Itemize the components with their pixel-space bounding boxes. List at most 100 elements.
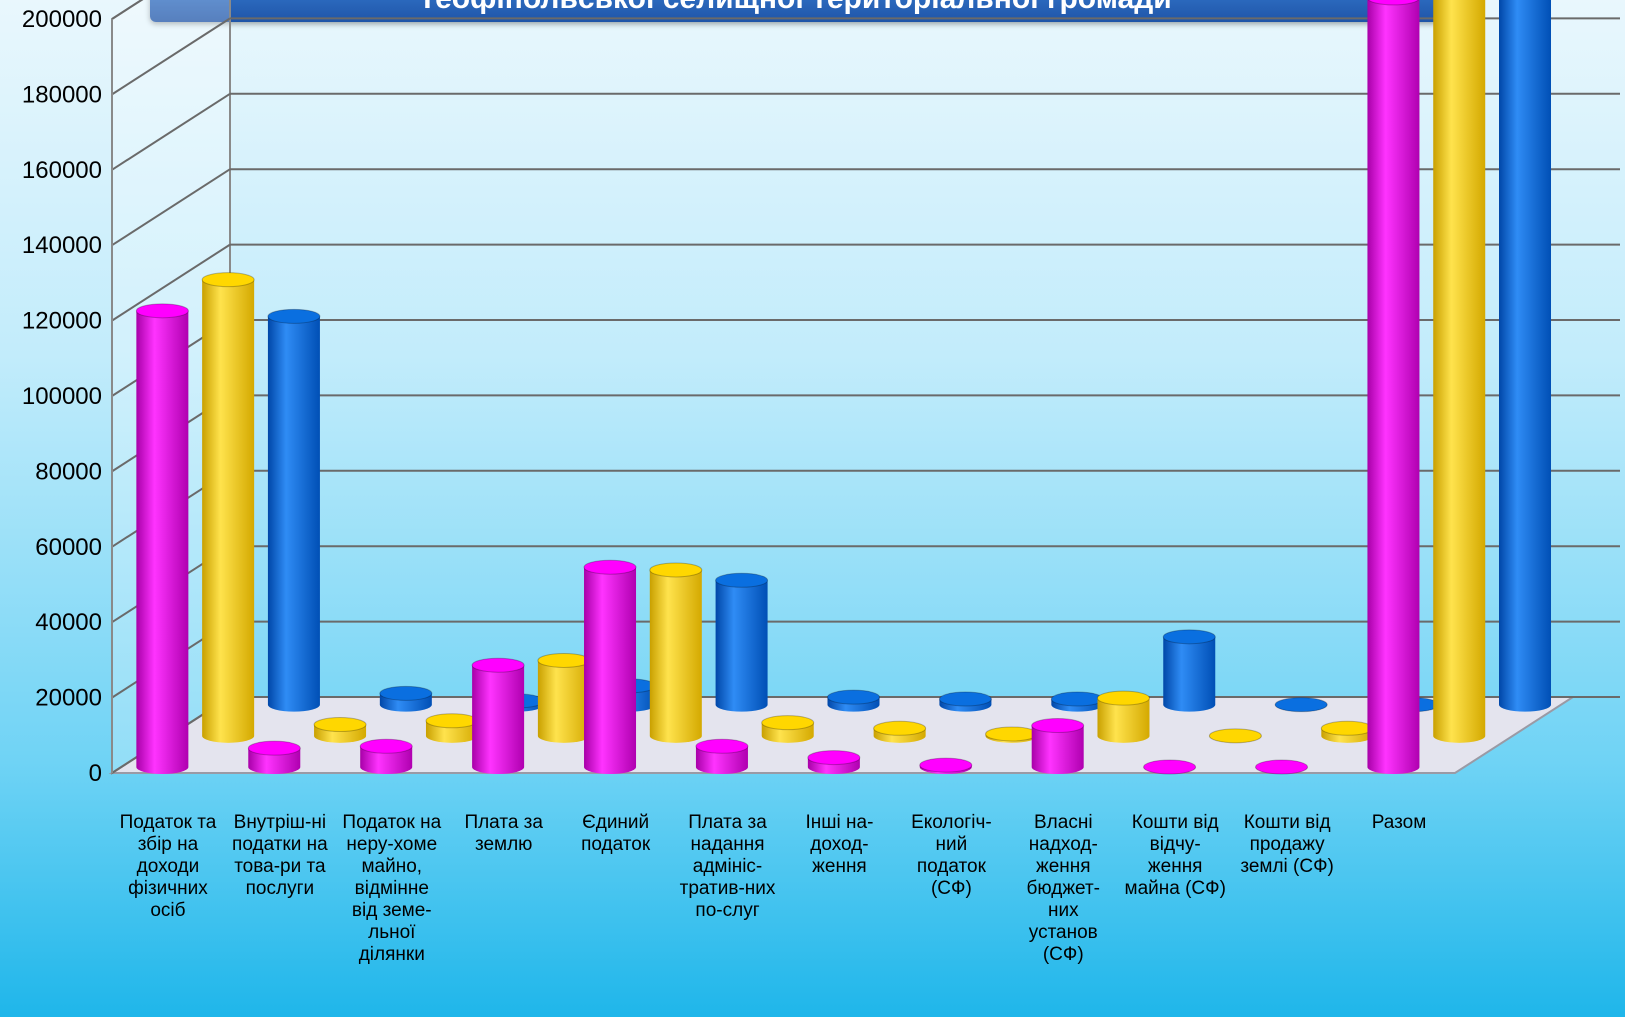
bar-body [1433, 0, 1486, 743]
bar [1499, 0, 1552, 712]
bar [313, 717, 367, 743]
gridline-diagonal [111, 243, 231, 322]
y-tick-label: 40000 [35, 609, 102, 636]
bar-body [715, 580, 768, 712]
bar [695, 738, 749, 775]
bar-cap [695, 738, 749, 754]
bar-cap [985, 726, 1039, 742]
x-tick-label: Податок та збір на доходи фізичних осіб [119, 812, 217, 921]
y-tick-label: 180000 [22, 81, 102, 108]
bar-body [267, 316, 320, 712]
bar [827, 689, 881, 712]
bar-body [1367, 0, 1420, 774]
gridline-diagonal [111, 168, 231, 247]
bar [1255, 759, 1309, 775]
y-tick-label: 200000 [22, 6, 102, 33]
bar [471, 657, 525, 775]
bar [919, 757, 973, 775]
title-band: Теофіпольської селищної територіальної г… [150, 0, 1440, 22]
bar-cap [873, 720, 927, 736]
bar-cap [135, 303, 189, 319]
gridline-diagonal [111, 92, 231, 171]
bars [135, 0, 1552, 775]
bar-body [537, 660, 590, 743]
bar [938, 691, 992, 712]
x-tick-label: Інші на-доход-ження [805, 812, 874, 877]
y-tick-label: 60000 [35, 534, 102, 561]
x-tick-label: Єдиний податок [581, 812, 651, 855]
bar-body [248, 748, 301, 774]
x-tick-label: Кошти від відчу-ження майна (СФ) [1124, 812, 1226, 899]
x-tick-label: Плата за надання адмініс-тратив-них по-с… [679, 812, 776, 921]
bar-cap [761, 715, 815, 731]
y-tick-label: 80000 [35, 458, 102, 485]
bar-cap [1050, 691, 1104, 707]
bar [807, 750, 861, 775]
bar [1162, 629, 1216, 712]
bar-cap [471, 657, 525, 673]
bar [761, 715, 815, 743]
gridline-diagonal [111, 0, 144, 20]
bar-cap [715, 572, 769, 588]
bar-cap [1274, 697, 1328, 713]
y-tick-label: 0 [89, 760, 102, 787]
bar-body [202, 279, 255, 743]
bar [649, 562, 703, 743]
bar [379, 685, 433, 712]
bar-body [584, 567, 637, 775]
y-tick-label: 20000 [35, 685, 102, 712]
bar-cap [807, 750, 861, 766]
bar [1096, 690, 1150, 743]
bar [583, 559, 637, 775]
bar [267, 308, 321, 712]
y-tick-label: 120000 [22, 308, 102, 335]
bar-cap [359, 738, 413, 754]
bar-body [695, 746, 748, 775]
bar-body [1163, 636, 1216, 712]
y-axis-ticks: 0 20000 40000 60000 80000 100000 120000 140000 1… [22, 6, 102, 787]
bar-cap [379, 685, 433, 701]
y-tick-label: 100000 [22, 383, 102, 410]
bar [247, 740, 301, 774]
bar-body [136, 310, 189, 775]
bar-body [1031, 725, 1084, 775]
bar [873, 720, 927, 743]
bar-cap [583, 559, 637, 575]
bar [135, 303, 189, 775]
bar [1367, 0, 1420, 774]
bar-body [1499, 0, 1552, 712]
bar [1050, 691, 1104, 712]
bar [1320, 720, 1374, 743]
bar [715, 572, 769, 712]
bar-body [1097, 698, 1150, 743]
y-tick-label: 160000 [22, 157, 102, 184]
bar-cap [1208, 728, 1262, 744]
bar-cap [537, 652, 591, 668]
bar [1274, 697, 1328, 713]
bar [359, 738, 413, 775]
chart-title: Теофіпольської селищної територіальної г… [150, 0, 1440, 16]
bar-cap [938, 691, 992, 707]
bar-cap [201, 272, 255, 288]
x-tick-label: Внутріш-ні податки на това-ри та послуги [232, 812, 328, 899]
bar-cap [267, 308, 321, 324]
bar-cap [827, 689, 881, 705]
bar [201, 272, 255, 743]
bar-cap [1162, 629, 1216, 645]
x-tick-label: Екологіч-ний податок (СФ) [911, 812, 992, 899]
bar-cap [425, 713, 479, 729]
bar [1031, 718, 1085, 775]
bar-body [360, 746, 413, 775]
gridline-diagonal [111, 17, 231, 96]
x-tick-label: Податок на неру-хоме майно, відмінне від… [342, 812, 442, 965]
bar [985, 726, 1039, 743]
bar [1208, 728, 1262, 744]
bar [537, 652, 591, 743]
bar-body [472, 665, 525, 775]
bar-cap [1143, 759, 1197, 775]
bar-cap [919, 757, 973, 773]
x-tick-label: Кошти від продажу землі (СФ) [1240, 812, 1334, 877]
bar-cap [313, 717, 367, 733]
bar-cap [1367, 0, 1419, 6]
